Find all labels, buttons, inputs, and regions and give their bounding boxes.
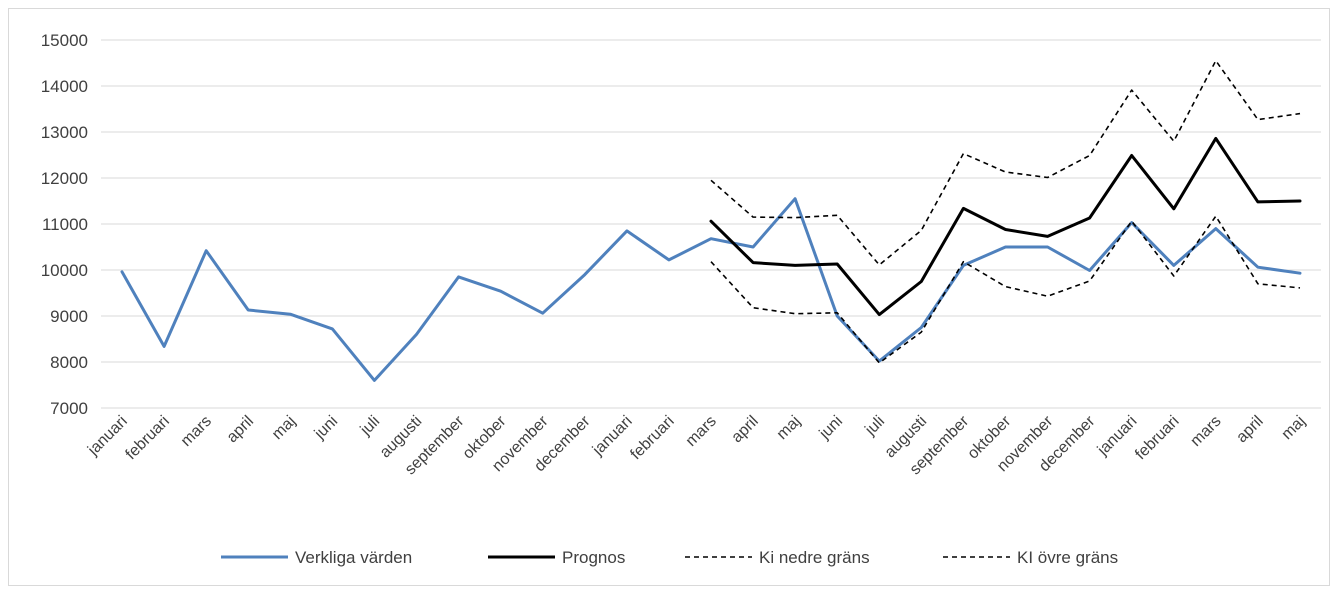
chart-frame: 7000 8000 9000 10000 11000 12000 13000 14000 150…	[8, 8, 1330, 586]
x-tick-label: mars	[178, 413, 215, 450]
legend-item: Ki nedre gräns	[685, 548, 870, 567]
x-tick-label: juni	[816, 413, 846, 443]
x-tick-label: april	[1233, 413, 1266, 446]
series-line-3	[710, 215, 1301, 364]
x-tick-label: maj	[774, 413, 804, 443]
gridlines	[101, 39, 1321, 409]
y-tick-label: 15000	[41, 31, 88, 50]
x-tick-label: juni	[311, 413, 341, 443]
legend: Verkliga värden Prognos Ki nedre gräns KI ö…	[221, 548, 1118, 567]
x-tick-label: juli	[862, 413, 889, 440]
series-line-1	[120, 197, 1302, 382]
y-tick-label: 11000	[42, 215, 88, 234]
x-tick-label: maj	[269, 413, 299, 443]
series-line-4	[710, 59, 1301, 266]
x-tick-label: april	[728, 413, 761, 446]
x-tick-label: februari	[627, 413, 677, 463]
x-tick-label: februari	[123, 413, 173, 463]
legend-label: Ki nedre gräns	[759, 548, 870, 567]
legend-item: Verkliga värden	[221, 548, 412, 567]
line-chart: 7000 8000 9000 10000 11000 12000 13000 14000 150…	[41, 31, 1321, 567]
y-tick-label: 10000	[41, 261, 88, 280]
x-tick-label: mars	[1187, 413, 1224, 450]
x-tick-label: juli	[357, 413, 384, 440]
y-tick-label: 7000	[50, 399, 88, 418]
legend-label: Prognos	[562, 548, 625, 567]
legend-label: Verkliga värden	[295, 548, 412, 567]
y-tick-label: 14000	[41, 77, 88, 96]
legend-label: KI övre gräns	[1017, 548, 1118, 567]
y-tick-label: 9000	[50, 307, 88, 326]
y-tick-label: 13000	[41, 123, 88, 142]
series-layer	[120, 59, 1302, 382]
x-tick-label: mars	[683, 413, 720, 450]
legend-item: Prognos	[488, 548, 625, 567]
series-line-2	[709, 136, 1302, 317]
y-tick-label: 12000	[41, 169, 88, 188]
x-tick-label: april	[224, 413, 257, 446]
y-axis: 7000 8000 9000 10000 11000 12000 13000 14000 150…	[41, 31, 88, 418]
x-tick-label: maj	[1279, 413, 1309, 443]
legend-item: KI övre gräns	[943, 548, 1118, 567]
x-tick-label: februari	[1132, 413, 1182, 463]
y-tick-label: 8000	[50, 353, 88, 372]
